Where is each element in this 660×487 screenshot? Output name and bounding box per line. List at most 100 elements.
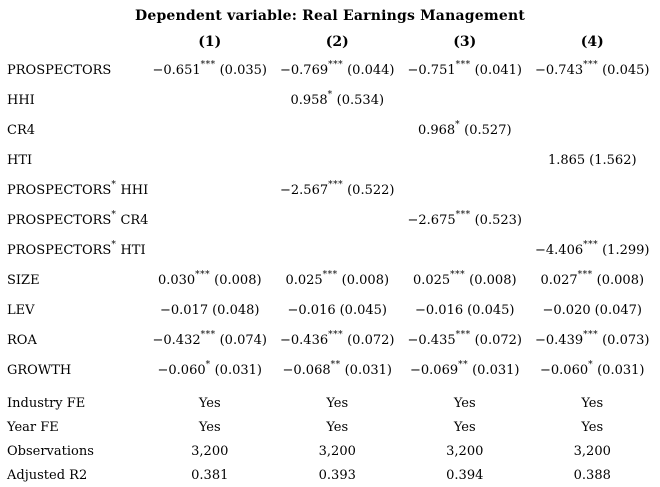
standard-error: (0.041) bbox=[474, 62, 522, 78]
coefficient: −0.068 bbox=[282, 362, 331, 378]
coefficient: 0.958 bbox=[290, 92, 328, 108]
table-row: Industry FE Yes Yes Yes Yes bbox=[4, 391, 656, 415]
coefficient: Yes bbox=[326, 419, 349, 435]
standard-error: (0.031) bbox=[214, 362, 262, 378]
significance-stars: *** bbox=[583, 60, 599, 71]
coef-cell-col3: Yes bbox=[401, 420, 529, 435]
coef-cell-col1: −0.060* (0.031) bbox=[146, 361, 274, 378]
coefficient: 3,200 bbox=[573, 443, 611, 459]
table-row: HHI 0.958* (0.534) bbox=[4, 85, 656, 115]
significance-stars: *** bbox=[583, 240, 599, 251]
coef-cell-col2: 3,200 bbox=[274, 444, 402, 459]
standard-error: (0.044) bbox=[347, 62, 395, 78]
coef-cell-col3: −2.675*** (0.523) bbox=[401, 210, 529, 228]
standard-error: (0.031) bbox=[597, 362, 645, 378]
coefficient: −0.436 bbox=[280, 332, 329, 348]
row-label: PROSPECTORS* HHI bbox=[4, 180, 148, 198]
row-label-text: PROSPECTORS bbox=[7, 182, 112, 198]
coefficient: Yes bbox=[198, 419, 221, 435]
standard-error: (0.074) bbox=[219, 332, 267, 348]
row-label-text: SIZE bbox=[7, 272, 40, 288]
coefficient: 0.025 bbox=[412, 272, 451, 288]
coefficient: −0.016 bbox=[415, 302, 464, 318]
coefficient: 0.027 bbox=[540, 272, 578, 288]
row-label-text: LEV bbox=[7, 302, 35, 318]
standard-error: (0.522) bbox=[347, 182, 395, 198]
coef-cell-col3: 3,200 bbox=[401, 444, 529, 459]
significance-stars: *** bbox=[455, 60, 471, 71]
coef-cell-col1: 0.030*** (0.008) bbox=[146, 271, 274, 288]
row-label-text: HTI bbox=[7, 152, 33, 168]
row-label: GROWTH bbox=[4, 363, 146, 378]
table-row: PROSPECTORS* HHI −2.567*** (0.522) bbox=[4, 175, 656, 205]
table-row: ROA −0.432*** (0.074) −0.436*** (0.072) −0… bbox=[4, 325, 656, 355]
coefficient: 0.393 bbox=[318, 467, 356, 483]
row-label-text: HHI bbox=[7, 92, 35, 108]
row-label-superscript: * bbox=[111, 210, 117, 221]
significance-stars: *** bbox=[322, 270, 338, 281]
standard-error: (0.045) bbox=[339, 302, 387, 318]
coef-cell-col2: −0.769*** (0.044) bbox=[274, 61, 402, 78]
row-label-superscript: * bbox=[111, 180, 117, 191]
coefficient: Yes bbox=[326, 395, 349, 411]
coefficient: −0.769 bbox=[280, 62, 329, 78]
coefficient: −0.751 bbox=[407, 62, 456, 78]
coefficient: Yes bbox=[453, 419, 476, 435]
significance-stars: * bbox=[588, 360, 594, 371]
row-label: PROSPECTORS bbox=[4, 63, 146, 78]
significance-stars: *** bbox=[200, 330, 216, 341]
row-label-rest: HTI bbox=[116, 242, 146, 258]
coefficient: 0.030 bbox=[157, 272, 196, 288]
significance-stars: *** bbox=[200, 60, 216, 71]
standard-error: (0.035) bbox=[219, 62, 267, 78]
coefficient: −0.439 bbox=[535, 332, 584, 348]
coef-cell-col4: 0.027*** (0.008) bbox=[529, 271, 657, 288]
standard-error: (0.527) bbox=[464, 122, 512, 138]
significance-stars: *** bbox=[455, 210, 471, 221]
coefficient: 1.865 bbox=[547, 152, 586, 168]
coefficient: −0.435 bbox=[407, 332, 456, 348]
coef-cell-col3: −0.069** (0.031) bbox=[401, 361, 529, 378]
coef-cell-col4: −0.743*** (0.045) bbox=[529, 60, 657, 78]
row-label-text: Adjusted R2 bbox=[7, 467, 88, 483]
row-label: LEV bbox=[4, 303, 146, 318]
table-row: GROWTH −0.060* (0.031) −0.068** (0.031) −0… bbox=[4, 355, 656, 385]
row-label-text: PROSPECTORS bbox=[7, 62, 112, 78]
column-header-4: (4) bbox=[580, 34, 604, 50]
significance-stars: *** bbox=[328, 180, 344, 191]
standard-error: (1.562) bbox=[589, 152, 637, 168]
coefficient: −0.060 bbox=[157, 362, 206, 378]
coefficient: −0.020 bbox=[542, 302, 591, 318]
row-label: Observations bbox=[4, 444, 146, 459]
table-row: SIZE 0.030*** (0.008) 0.025*** (0.008) 0.0… bbox=[4, 265, 656, 295]
coef-cell-col3: 0.025*** (0.008) bbox=[401, 271, 529, 288]
coef-cell-col2: 0.025*** (0.008) bbox=[274, 270, 402, 288]
coef-cell-col3: −0.016 (0.045) bbox=[401, 303, 529, 318]
row-label: HHI bbox=[4, 93, 146, 108]
table-title: Dependent variable: Real Earnings Manage… bbox=[135, 7, 525, 24]
standard-error: (0.072) bbox=[347, 332, 395, 348]
row-label: HTI bbox=[4, 153, 146, 168]
coef-cell-col1: −0.651*** (0.035) bbox=[146, 60, 274, 78]
row-label: SIZE bbox=[4, 273, 146, 288]
row-label-text: PROSPECTORS bbox=[7, 212, 112, 228]
coef-cell-col4: Yes bbox=[529, 396, 657, 411]
row-label-text: Industry FE bbox=[7, 395, 86, 411]
table-row: HTI 1.865 (1.562) bbox=[4, 145, 656, 175]
row-label-text: GROWTH bbox=[7, 362, 72, 378]
coefficient: −2.675 bbox=[407, 212, 456, 228]
standard-error: (0.048) bbox=[212, 302, 260, 318]
coef-cell-col1: −0.017 (0.048) bbox=[146, 303, 274, 318]
table-row: Adjusted R2 0.381 0.393 0.394 0.388 bbox=[4, 463, 656, 487]
coefficient: Yes bbox=[453, 395, 476, 411]
coef-cell-col4: Yes bbox=[529, 420, 657, 435]
coefficient: −0.017 bbox=[160, 302, 209, 318]
coefficient: −0.069 bbox=[410, 362, 459, 378]
significance-stars: *** bbox=[583, 330, 599, 341]
row-label-text: ROA bbox=[7, 332, 37, 348]
row-label: Year FE bbox=[4, 420, 146, 435]
coefficient: 3,200 bbox=[191, 443, 229, 459]
standard-error: (0.008) bbox=[214, 272, 262, 288]
column-header-3: (3) bbox=[453, 34, 477, 50]
coefficient: Yes bbox=[581, 395, 604, 411]
